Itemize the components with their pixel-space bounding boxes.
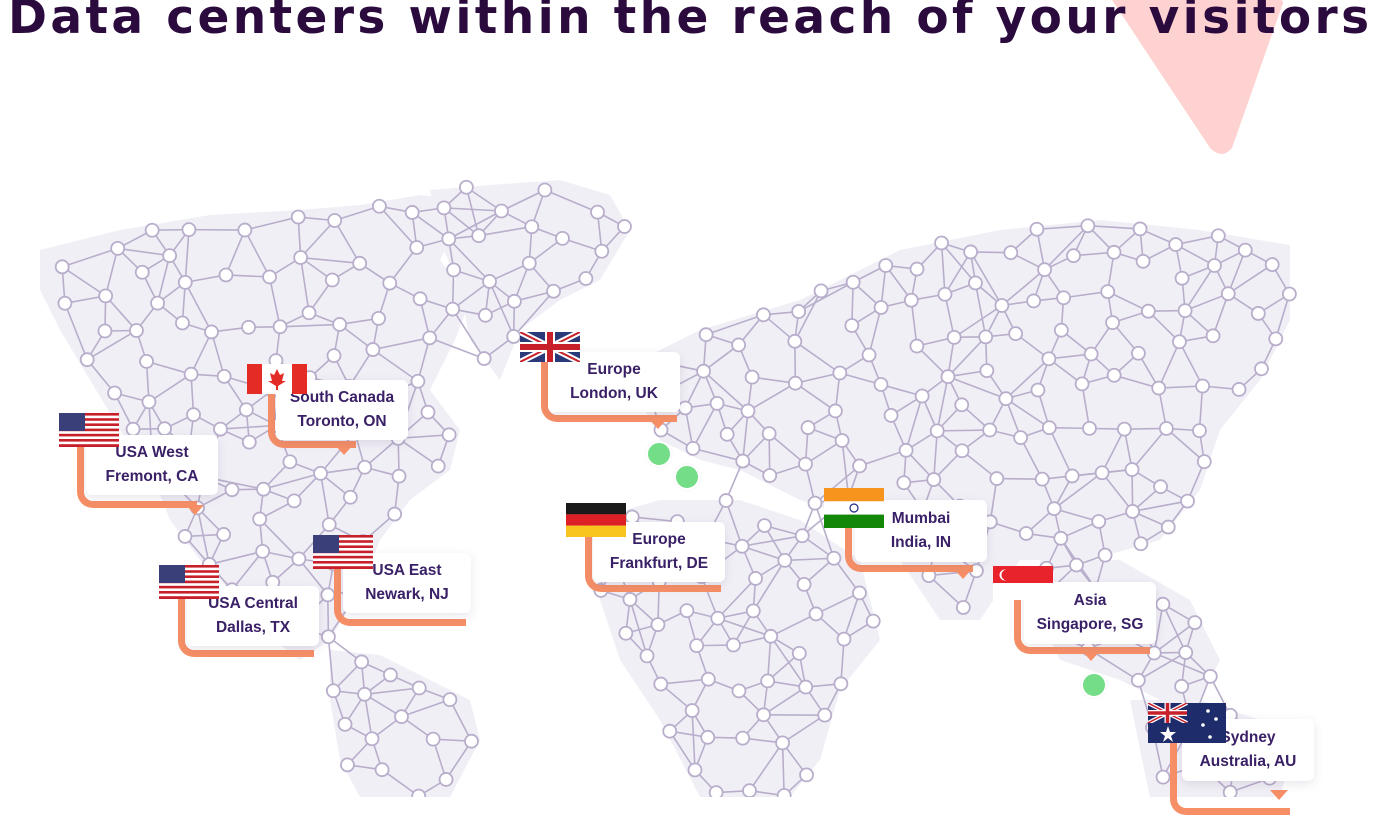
us-flag-icon — [313, 535, 373, 569]
datacenter-region: Europe — [632, 528, 685, 552]
world-map — [0, 0, 1373, 797]
datacenter-city: India, IN — [891, 531, 951, 555]
us-flag-icon — [159, 565, 219, 599]
datacenter-city: Fremont, CA — [106, 465, 199, 489]
in-flag-icon — [824, 488, 884, 528]
uk-flag-icon — [520, 332, 580, 362]
datacenter-city: Australia, AU — [1200, 750, 1297, 774]
datacenter-region: USA East — [372, 559, 441, 583]
ca-flag-icon — [247, 364, 307, 394]
de-flag-icon — [566, 503, 626, 537]
datacenter-region: Asia — [1074, 589, 1107, 613]
datacenter-city: Frankfurt, DE — [610, 552, 708, 576]
datacenter-city: Dallas, TX — [216, 616, 290, 640]
datacenter-region: Sydney — [1220, 726, 1275, 750]
us-flag-icon — [59, 413, 119, 447]
datacenter-city: Singapore, SG — [1037, 613, 1144, 637]
datacenter-city: Newark, NJ — [365, 583, 449, 607]
datacenter-region: USA Central — [208, 592, 298, 616]
au-flag-icon — [1148, 703, 1226, 743]
datacenter-region: USA West — [115, 441, 188, 465]
datacenter-region: Mumbai — [892, 507, 951, 531]
sg-flag-icon — [993, 566, 1053, 600]
datacenter-region: Europe — [587, 358, 640, 382]
page-title: Data centers within the reach of your vi… — [8, 0, 1373, 45]
datacenter-city: Toronto, ON — [297, 410, 386, 434]
datacenter-city: London, UK — [570, 382, 658, 406]
